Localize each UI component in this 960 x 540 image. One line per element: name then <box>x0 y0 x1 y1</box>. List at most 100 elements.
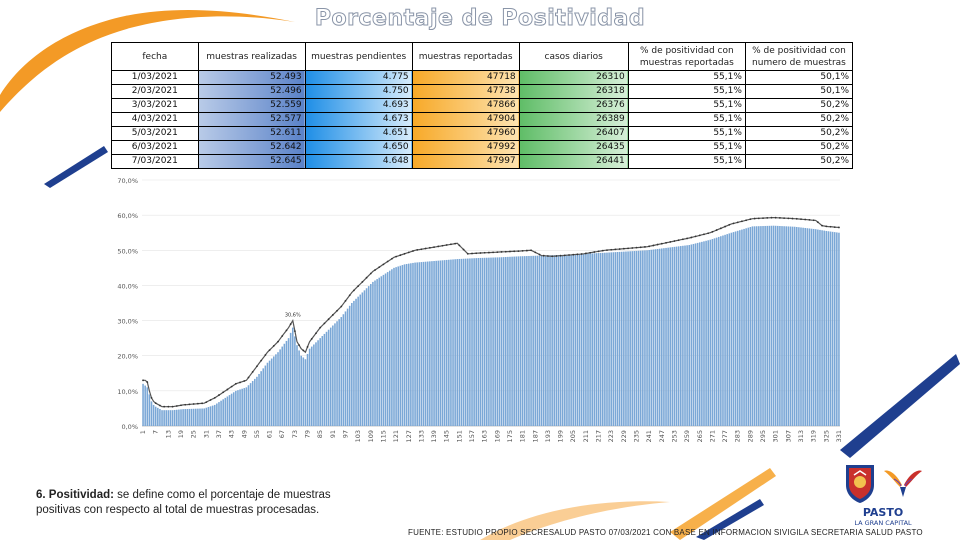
x-tick-label: 145 <box>443 430 451 442</box>
chart-bar <box>817 229 819 426</box>
chart-bar <box>270 358 273 426</box>
cell-realizadas: 52.496 <box>197 84 306 99</box>
chart-line-point <box>627 247 629 250</box>
cell-pos-muestras: 50,1% <box>744 70 854 85</box>
cell-pos-muestras: 50,2% <box>744 140 854 155</box>
chart-bar <box>448 259 450 426</box>
chart-bar <box>728 233 731 426</box>
chart-bar <box>445 259 448 426</box>
chart-line-point <box>610 248 613 251</box>
chart-bar <box>526 256 528 426</box>
chart-bar <box>779 226 781 426</box>
chart-line-point <box>175 405 178 407</box>
chart-line-point <box>783 217 786 220</box>
chart-bar <box>625 251 627 426</box>
chart-bar <box>814 229 817 426</box>
chart-bar <box>188 408 191 426</box>
chart-bar <box>667 247 669 426</box>
chart-bar <box>452 259 454 426</box>
cell-casos: 26435 <box>518 140 629 155</box>
source-footer: FUENTE: ESTUDIO PROPIO SECRESALUD PASTO … <box>408 528 923 537</box>
chart-bar <box>783 226 785 426</box>
chart-bar <box>661 248 663 426</box>
chart-bar <box>502 257 505 426</box>
chart-bar <box>228 395 231 426</box>
chart-line-point <box>445 244 448 246</box>
chart-bar <box>547 255 549 426</box>
chart-line-point <box>703 233 705 236</box>
chart-bar <box>564 254 566 426</box>
chart-line-point <box>302 349 305 352</box>
chart-line-point <box>348 294 351 297</box>
chart-bar <box>623 251 625 426</box>
chart-bar <box>713 238 716 426</box>
chart-bar <box>758 226 760 426</box>
chart-line-point <box>306 346 309 348</box>
chart-line-point <box>226 388 229 391</box>
x-tick-label: 85 <box>316 430 324 438</box>
x-tick-label: 103 <box>354 430 362 442</box>
chart-bar <box>720 236 722 426</box>
chart-bar <box>631 251 634 426</box>
chart-bar <box>226 396 229 426</box>
chart-bar <box>679 246 682 426</box>
chart-bar <box>346 308 349 426</box>
chart-bar <box>224 397 227 426</box>
chart-bar <box>218 402 220 426</box>
chart-bar <box>171 410 174 426</box>
chart-line-point <box>369 272 372 275</box>
chart-line-point <box>665 241 667 244</box>
chart-bar <box>336 321 338 426</box>
chart-line-point <box>344 299 347 302</box>
chart-line-point <box>188 403 191 406</box>
chart-line-point <box>323 322 326 325</box>
chart-bar <box>589 253 591 426</box>
x-tick-label: 241 <box>645 430 653 442</box>
chart-line-point <box>277 340 279 343</box>
chart-bar <box>690 244 693 426</box>
chart-bar <box>443 260 446 426</box>
chart-line-point <box>201 402 203 405</box>
chart-line-point <box>374 269 376 271</box>
navy-stripe-left-decoration <box>44 146 108 188</box>
chart-bar <box>306 353 309 426</box>
x-tick-label: 115 <box>380 430 388 442</box>
x-tick-label: 49 <box>240 430 248 438</box>
chart-line-point <box>315 332 317 335</box>
cell-fecha: 2/03/2021 <box>111 84 199 99</box>
chart-line-point <box>500 251 503 253</box>
chart-bar <box>591 253 594 426</box>
x-tick-label: 1 <box>139 430 147 434</box>
chart-bar <box>528 255 530 426</box>
chart-bar <box>363 290 366 426</box>
chart-bar <box>199 408 201 426</box>
chart-line-point <box>732 222 735 225</box>
chart-line-point <box>825 225 828 228</box>
y-tick-label: 20,0% <box>117 353 138 361</box>
chart-bar <box>665 247 667 426</box>
chart-line-point <box>800 218 802 221</box>
chart-line-point <box>209 399 212 401</box>
chart-bar <box>798 227 800 426</box>
chart-bar <box>378 277 381 426</box>
chart-bar <box>359 294 362 426</box>
chart-bar <box>211 405 214 426</box>
chart-bar <box>422 261 425 426</box>
chart-line-point <box>471 252 473 255</box>
chart-line-point <box>382 263 385 266</box>
chart-bar <box>688 245 691 426</box>
chart-line-point <box>812 219 815 222</box>
chart-line-point <box>285 329 288 332</box>
page-title: Porcentaje de Positividad <box>314 6 646 32</box>
chart-bar <box>304 359 307 426</box>
chart-bar <box>154 406 157 426</box>
chart-bar <box>823 230 825 426</box>
chart-bar <box>279 349 281 426</box>
cell-fecha: 1/03/2021 <box>111 70 199 85</box>
chart-bar <box>264 365 267 426</box>
chart-bar <box>372 281 374 426</box>
chart-bar <box>186 408 189 426</box>
chart-line-point <box>589 251 592 254</box>
chart-bar <box>289 332 292 426</box>
chart-bar <box>555 255 558 426</box>
